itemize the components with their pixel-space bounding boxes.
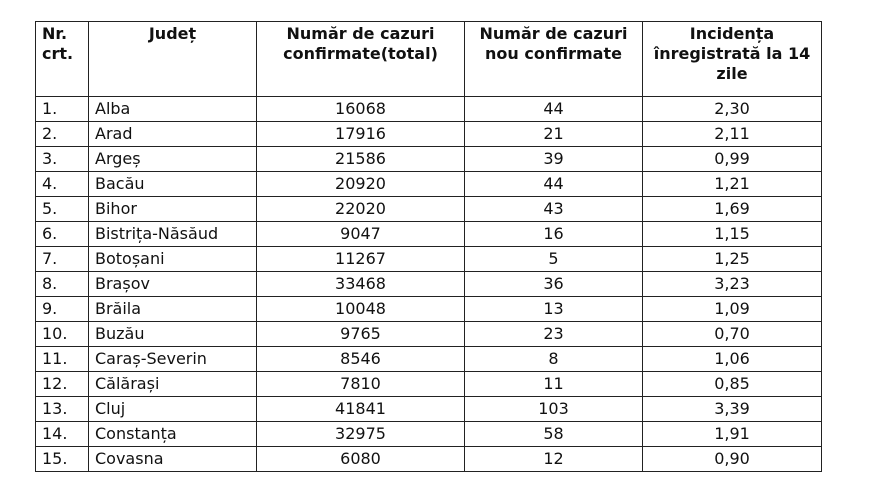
total-cases-cell: 22020 (256, 196, 465, 222)
total-cases-cell: 10048 (256, 296, 465, 322)
header-incidence: Incidența înregistrată la 14 zile (642, 21, 822, 97)
table-row: 1. Alba 16068 44 2,30 (35, 96, 822, 122)
total-cases-cell: 6080 (256, 446, 465, 472)
table-row: 3. Argeș 21586 39 0,99 (35, 146, 822, 172)
table-row: 12. Călărași 7810 11 0,85 (35, 371, 822, 397)
nr-cell: 3. (35, 146, 89, 172)
header-judet: Județ (88, 21, 257, 97)
total-cases-cell: 11267 (256, 246, 465, 272)
incidence-cell: 1,06 (642, 346, 822, 372)
judet-cell: Constanța (88, 421, 257, 447)
new-cases-cell: 44 (464, 96, 643, 122)
new-cases-cell: 13 (464, 296, 643, 322)
nr-cell: 6. (35, 221, 89, 247)
table-row: 15. Covasna 6080 12 0,90 (35, 446, 822, 472)
incidence-cell: 0,85 (642, 371, 822, 397)
judet-cell: Bihor (88, 196, 257, 222)
nr-cell: 4. (35, 171, 89, 197)
nr-cell: 1. (35, 96, 89, 122)
header-row: Nr. crt. Județ Număr de cazuri confirmat… (35, 21, 822, 97)
judet-cell: Buzău (88, 321, 257, 347)
table-row: 7. Botoșani 11267 5 1,25 (35, 246, 822, 272)
incidence-cell: 1,25 (642, 246, 822, 272)
incidence-cell: 1,21 (642, 171, 822, 197)
nr-cell: 11. (35, 346, 89, 372)
judet-cell: Arad (88, 121, 257, 147)
total-cases-cell: 7810 (256, 371, 465, 397)
new-cases-cell: 12 (464, 446, 643, 472)
judet-cell: Brăila (88, 296, 257, 322)
total-cases-cell: 20920 (256, 171, 465, 197)
nr-cell: 5. (35, 196, 89, 222)
table-row: 13. Cluj 41841 103 3,39 (35, 396, 822, 422)
new-cases-cell: 44 (464, 171, 643, 197)
new-cases-cell: 23 (464, 321, 643, 347)
new-cases-cell: 11 (464, 371, 643, 397)
judet-cell: Cluj (88, 396, 257, 422)
total-cases-cell: 9047 (256, 221, 465, 247)
incidence-cell: 1,15 (642, 221, 822, 247)
judet-cell: Bistrița-Năsăud (88, 221, 257, 247)
judet-cell: Argeș (88, 146, 257, 172)
new-cases-cell: 8 (464, 346, 643, 372)
new-cases-cell: 58 (464, 421, 643, 447)
incidence-cell: 0,70 (642, 321, 822, 347)
new-cases-cell: 43 (464, 196, 643, 222)
table-row: 9. Brăila 10048 13 1,09 (35, 296, 822, 322)
total-cases-cell: 9765 (256, 321, 465, 347)
new-cases-cell: 5 (464, 246, 643, 272)
nr-cell: 7. (35, 246, 89, 272)
nr-cell: 12. (35, 371, 89, 397)
covid-cases-table: Nr. crt. Județ Număr de cazuri confirmat… (35, 21, 822, 472)
judet-cell: Brașov (88, 271, 257, 297)
judet-cell: Alba (88, 96, 257, 122)
judet-cell: Călărași (88, 371, 257, 397)
incidence-cell: 3,39 (642, 396, 822, 422)
table-row: 10. Buzău 9765 23 0,70 (35, 321, 822, 347)
total-cases-cell: 21586 (256, 146, 465, 172)
incidence-cell: 0,90 (642, 446, 822, 472)
total-cases-cell: 33468 (256, 271, 465, 297)
table-row: 8. Brașov 33468 36 3,23 (35, 271, 822, 297)
judet-cell: Covasna (88, 446, 257, 472)
judet-cell: Caraș-Severin (88, 346, 257, 372)
new-cases-cell: 39 (464, 146, 643, 172)
incidence-cell: 3,23 (642, 271, 822, 297)
table-row: 11. Caraș-Severin 8546 8 1,06 (35, 346, 822, 372)
total-cases-cell: 32975 (256, 421, 465, 447)
incidence-cell: 1,91 (642, 421, 822, 447)
incidence-cell: 1,09 (642, 296, 822, 322)
header-nr-crt: Nr. crt. (35, 21, 89, 97)
new-cases-cell: 103 (464, 396, 643, 422)
incidence-cell: 2,11 (642, 121, 822, 147)
incidence-cell: 0,99 (642, 146, 822, 172)
nr-cell: 9. (35, 296, 89, 322)
total-cases-cell: 8546 (256, 346, 465, 372)
nr-cell: 10. (35, 321, 89, 347)
nr-cell: 15. (35, 446, 89, 472)
header-total-cases: Număr de cazuri confirmate(total) (256, 21, 465, 97)
table-row: 4. Bacău 20920 44 1,21 (35, 171, 822, 197)
new-cases-cell: 16 (464, 221, 643, 247)
incidence-cell: 1,69 (642, 196, 822, 222)
nr-cell: 2. (35, 121, 89, 147)
incidence-cell: 2,30 (642, 96, 822, 122)
judet-cell: Botoșani (88, 246, 257, 272)
total-cases-cell: 16068 (256, 96, 465, 122)
nr-cell: 13. (35, 396, 89, 422)
total-cases-cell: 17916 (256, 121, 465, 147)
total-cases-cell: 41841 (256, 396, 465, 422)
new-cases-cell: 21 (464, 121, 643, 147)
nr-cell: 8. (35, 271, 89, 297)
table-row: 14. Constanța 32975 58 1,91 (35, 421, 822, 447)
table-row: 5. Bihor 22020 43 1,69 (35, 196, 822, 222)
nr-cell: 14. (35, 421, 89, 447)
judet-cell: Bacău (88, 171, 257, 197)
table-row: 6. Bistrița-Năsăud 9047 16 1,15 (35, 221, 822, 247)
header-new-cases: Număr de cazuri nou confirmate (464, 21, 643, 97)
new-cases-cell: 36 (464, 271, 643, 297)
table-row: 2. Arad 17916 21 2,11 (35, 121, 822, 147)
